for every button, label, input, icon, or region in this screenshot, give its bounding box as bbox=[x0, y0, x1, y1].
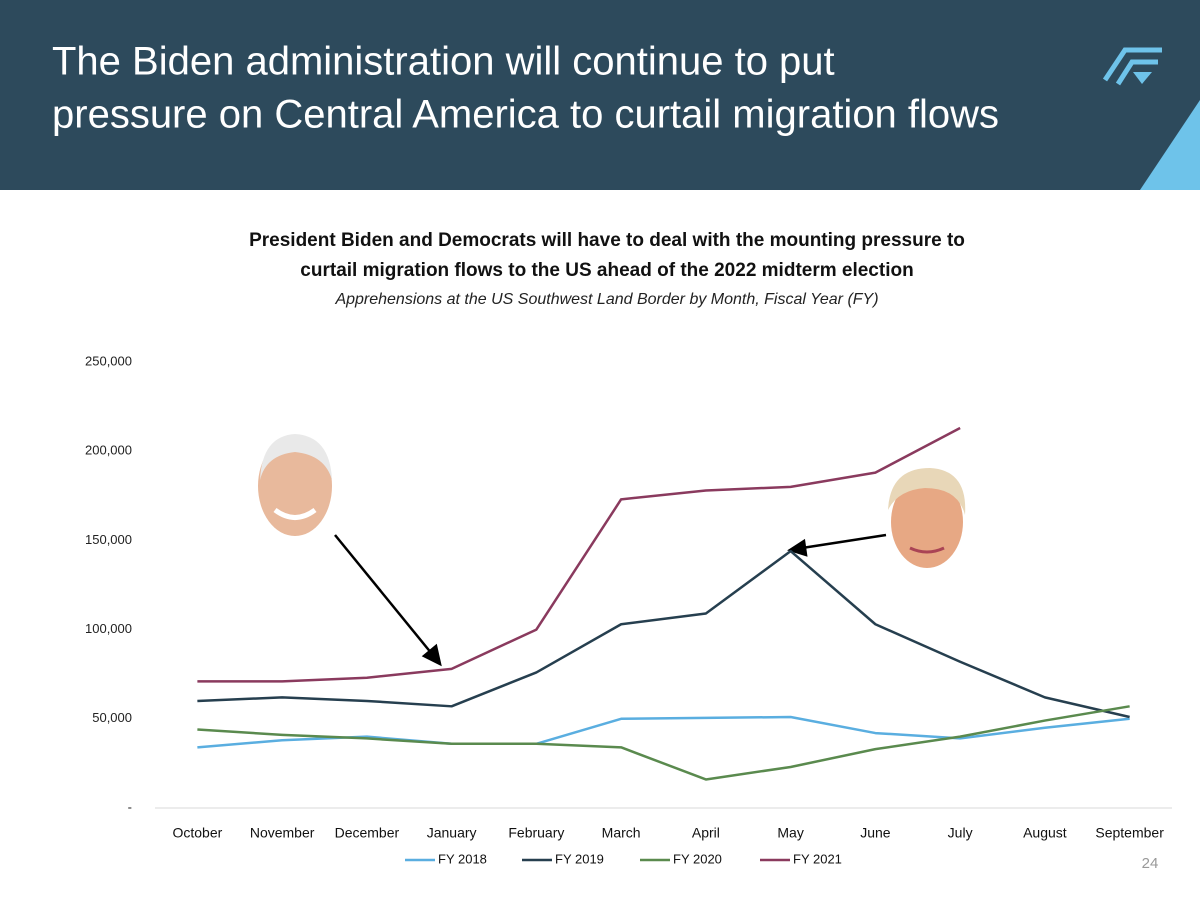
x-tick-label: November bbox=[250, 825, 315, 841]
corner-accent bbox=[1140, 100, 1200, 190]
x-tick-label: May bbox=[777, 825, 803, 841]
x-tick-label: July bbox=[948, 825, 973, 841]
logo bbox=[1102, 47, 1162, 86]
x-tick-label: August bbox=[1023, 825, 1067, 841]
legend-label: FY 2018 bbox=[438, 851, 487, 866]
chart-title: curtail migration flows to the US ahead … bbox=[300, 260, 913, 281]
slide-title: The Biden administration will continue t… bbox=[52, 40, 835, 84]
x-tick-label: March bbox=[602, 825, 641, 841]
series-line bbox=[197, 549, 1130, 719]
biden-face bbox=[258, 434, 332, 536]
chart-title: President Biden and Democrats will have … bbox=[249, 230, 965, 251]
trump-face bbox=[888, 468, 966, 568]
x-tick-label: January bbox=[427, 825, 477, 841]
header-band bbox=[0, 0, 1200, 190]
x-tick-label: February bbox=[508, 825, 564, 841]
slide-title: pressure on Central America to curtail m… bbox=[52, 93, 999, 137]
y-tick-label: 50,000 bbox=[92, 710, 132, 725]
y-tick-label: 250,000 bbox=[85, 353, 132, 368]
series-line bbox=[197, 426, 961, 683]
annotation-arrows bbox=[334, 533, 887, 667]
y-tick-label: 200,000 bbox=[85, 443, 132, 458]
legend-label: FY 2021 bbox=[793, 851, 842, 866]
page-number: 24 bbox=[1142, 855, 1159, 872]
x-tick-label: April bbox=[692, 825, 720, 841]
y-tick-label: - bbox=[128, 799, 132, 814]
x-tick-label: September bbox=[1095, 825, 1164, 841]
x-tick-label: October bbox=[172, 825, 222, 841]
x-tick-label: June bbox=[860, 825, 891, 841]
y-tick-label: 150,000 bbox=[85, 532, 132, 547]
chart-subtitle: Apprehensions at the US Southwest Land B… bbox=[334, 291, 878, 308]
legend-label: FY 2019 bbox=[555, 851, 604, 866]
y-tick-label: 100,000 bbox=[85, 621, 132, 636]
x-tick-label: December bbox=[335, 825, 400, 841]
series-line bbox=[197, 705, 1130, 781]
legend-label: FY 2020 bbox=[673, 851, 722, 866]
